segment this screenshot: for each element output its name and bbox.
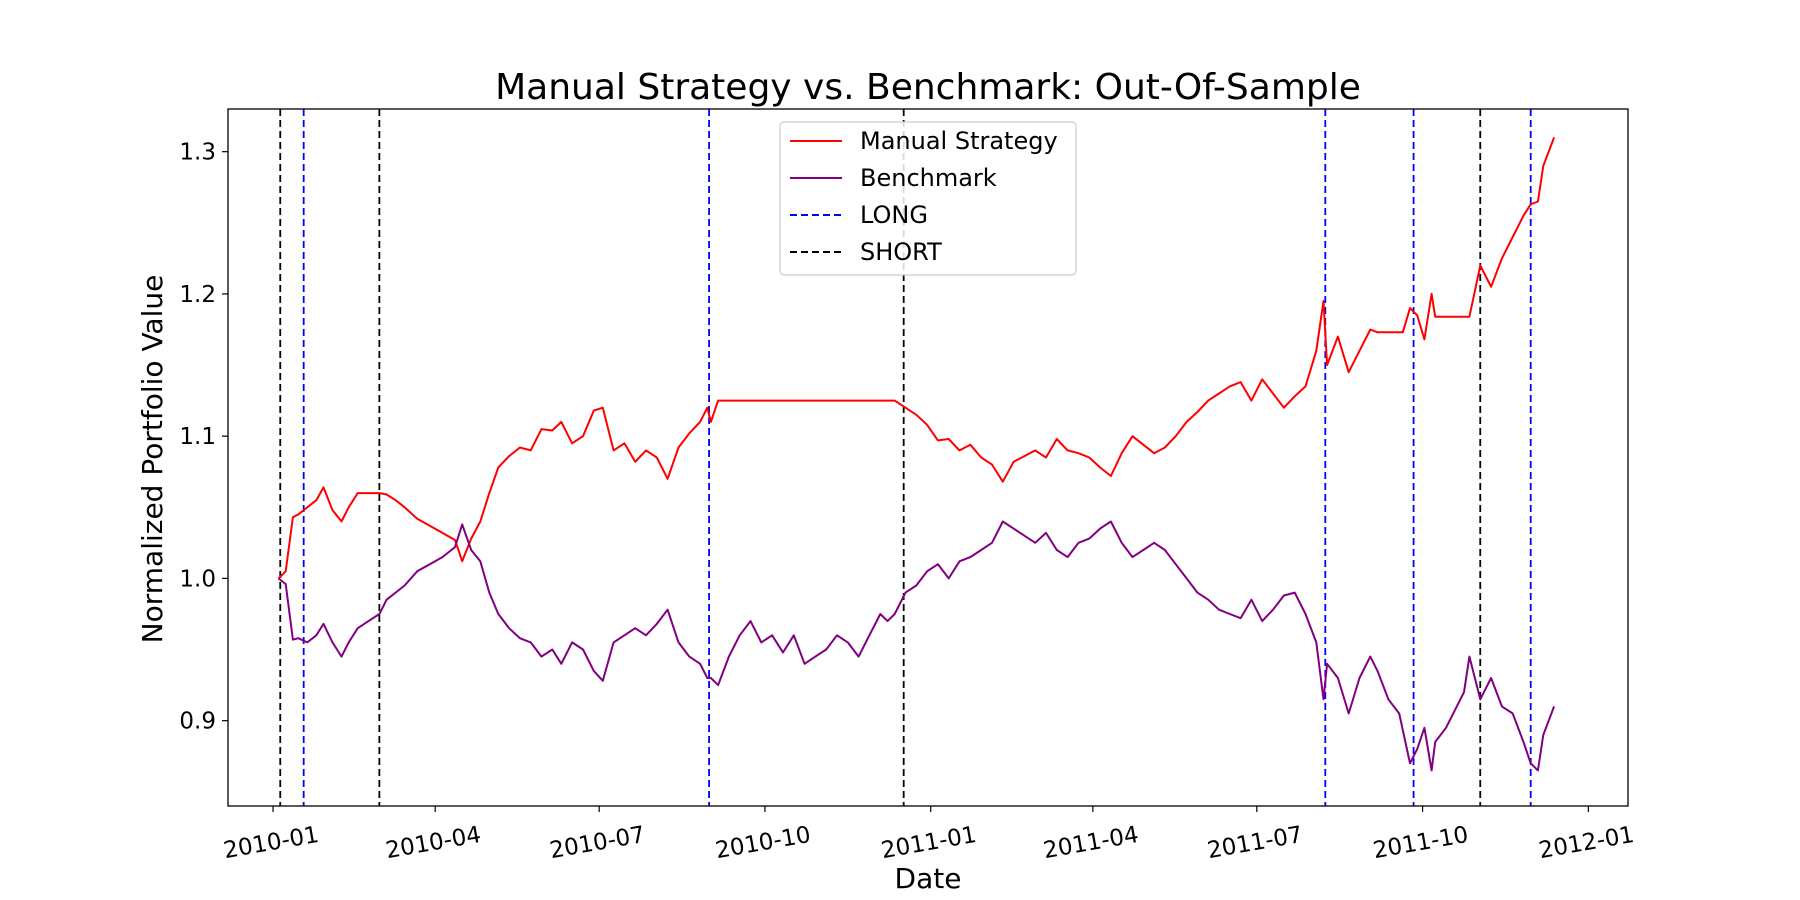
x-tick-label: 2011-10 (1371, 822, 1470, 864)
plot-frame (227, 108, 1629, 807)
y-tick-label: 1.0 (179, 566, 216, 592)
legend-label-manual-strategy: Manual Strategy (860, 127, 1058, 155)
x-tick-label: 2010-07 (548, 822, 647, 864)
legend-label-short: SHORT (860, 238, 942, 266)
x-tick-label: 2011-04 (1041, 822, 1140, 864)
x-tick-label: 2010-10 (714, 822, 813, 864)
y-tick-label: 0.9 (179, 709, 216, 735)
x-tick-label: 2011-07 (1205, 822, 1304, 864)
x-axis: 2010-01 2010-04 2010-07 2010-10 2011-01 2011-… (222, 806, 1636, 864)
y-axis: 0.9 1.0 1.1 1.2 1.3 (179, 140, 228, 735)
y-axis-label: Normalized Portfolio Value (136, 275, 169, 644)
x-tick-label: 2011-01 (879, 822, 978, 864)
series-line-manual-strategy (277, 137, 1556, 580)
x-tick-label: 2012-01 (1537, 822, 1636, 864)
legend: Manual Strategy Benchmark LONG SHORT (779, 121, 1077, 276)
legend-label-long: LONG (860, 201, 928, 229)
y-tick-label: 1.2 (179, 282, 216, 308)
x-tick-label: 2010-04 (384, 822, 483, 864)
x-tick-label: 2010-01 (222, 822, 321, 864)
legend-box (779, 121, 1077, 276)
chart-title: Manual Strategy vs. Benchmark: Out-Of-Sa… (495, 67, 1361, 108)
legend-label-benchmark: Benchmark (860, 164, 997, 192)
y-tick-label: 1.3 (179, 140, 216, 166)
series-line-benchmark (277, 520, 1556, 772)
y-tick-label: 1.1 (179, 424, 216, 450)
x-axis-label: Date (895, 862, 962, 895)
